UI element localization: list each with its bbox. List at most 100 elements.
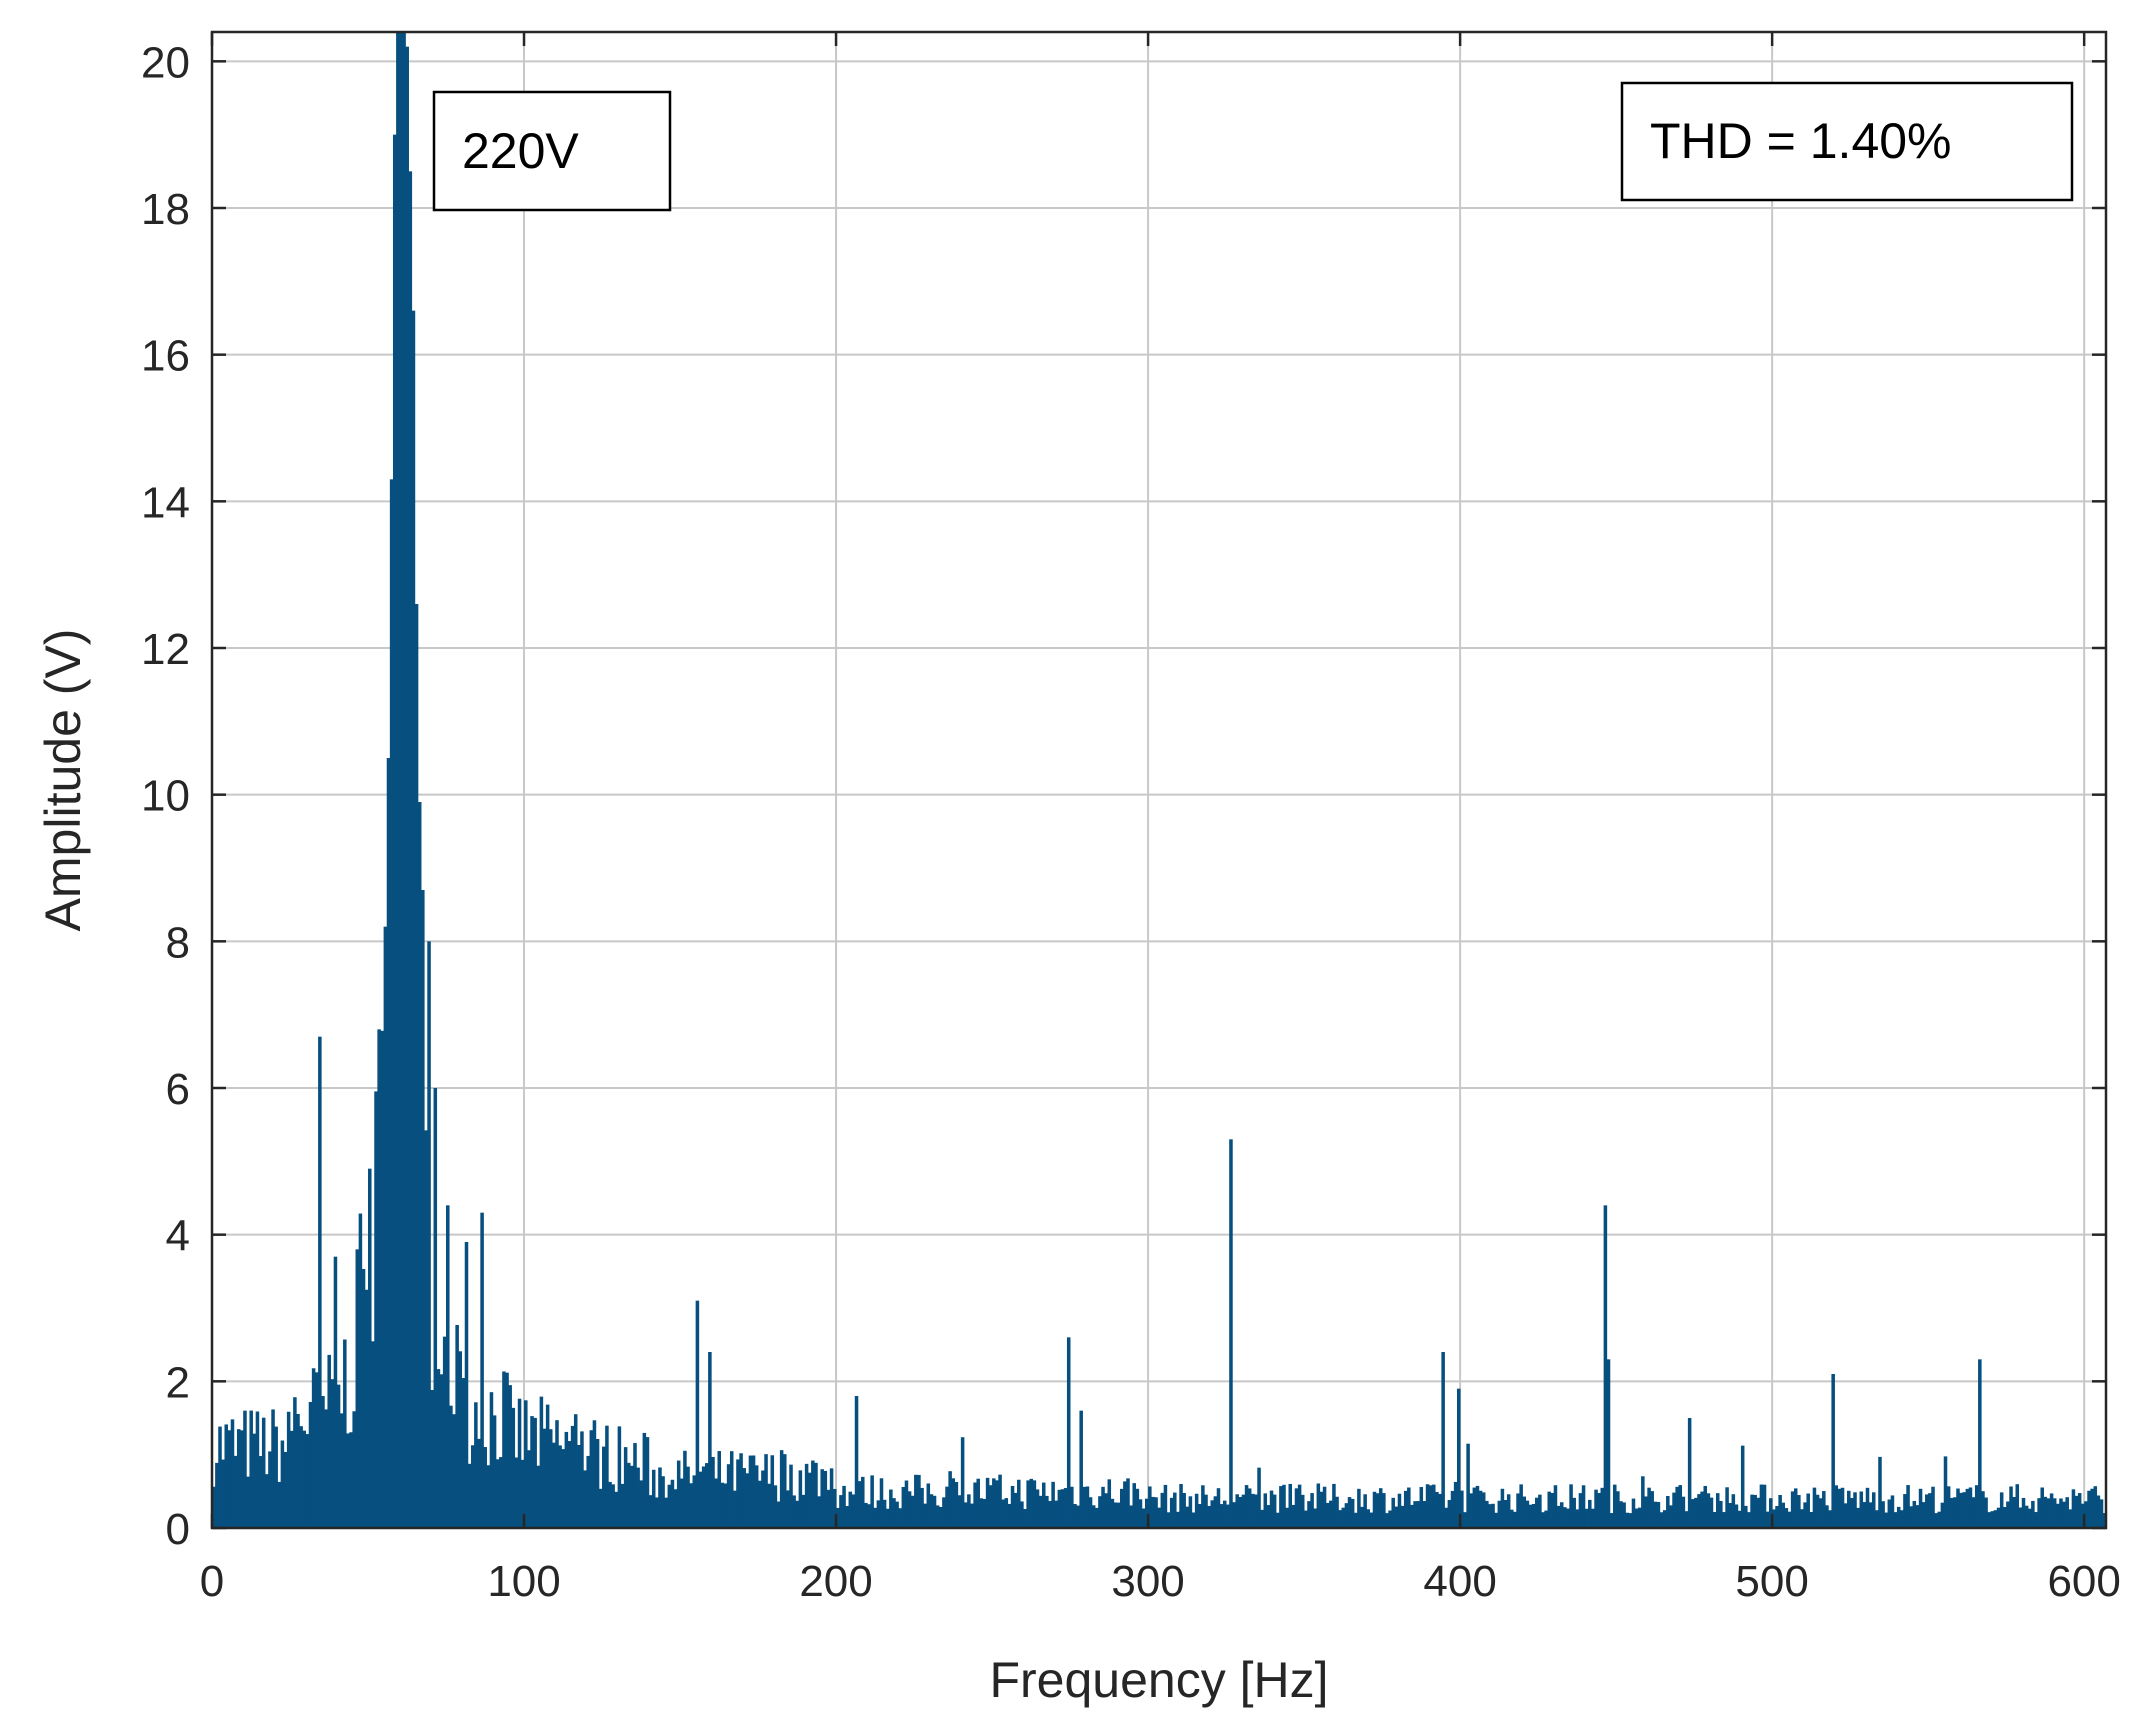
spectrum-bar — [1282, 1484, 1286, 1528]
spectrum-bar — [626, 1462, 631, 1528]
spectrum-bar — [392, 134, 397, 1529]
spectrum-bar — [1594, 1489, 1598, 1528]
spectrum-bar — [1815, 1494, 1820, 1528]
spectrum-bar — [1662, 1510, 1667, 1528]
spectrum-bar — [820, 1469, 824, 1528]
x-tick-labels: 0 100 200 300 400 500 600 — [200, 1557, 2121, 1606]
spectrum-bar — [2099, 1499, 2104, 1528]
spectrum-bar — [1226, 1504, 1230, 1528]
spectrum-bar — [542, 1428, 547, 1528]
spectrum-bar — [1257, 1467, 1261, 1528]
spectrum-bar — [327, 1354, 331, 1528]
spectrum-bar — [689, 1483, 693, 1528]
spectrum-bar — [1759, 1484, 1764, 1528]
spectrum-bar — [698, 1471, 703, 1528]
spectrum-bar — [939, 1506, 943, 1528]
spectrum-bar — [1943, 1456, 1948, 1528]
spectrum-bar — [1822, 1491, 1826, 1528]
spectrum-bar — [798, 1470, 803, 1528]
x-tick-label: 400 — [1423, 1557, 1496, 1606]
spectrum-bar — [1123, 1481, 1127, 1528]
spectrum-bar — [832, 1488, 837, 1528]
spectrum-bar — [836, 1507, 840, 1528]
spectrum-bar — [1684, 1511, 1689, 1528]
spectrum-bar — [1809, 1512, 1814, 1528]
spectrum-bar — [548, 1429, 553, 1528]
spectrum-bar — [1163, 1484, 1168, 1528]
spectrum-bar — [402, 32, 406, 1528]
spectrum-bar — [1491, 1503, 1495, 1528]
spectrum-bar — [670, 1479, 675, 1528]
spectrum-bar — [1254, 1494, 1258, 1528]
spectrum-bar — [1765, 1511, 1770, 1528]
spectrum-bar — [1987, 1512, 1991, 1528]
spectrum-bar — [1375, 1493, 1380, 1528]
spectrum-bar — [1678, 1485, 1683, 1528]
plot-frame — [210, 30, 2108, 1530]
spectrum-bar — [1007, 1503, 1012, 1528]
spectrum-bar — [1441, 1352, 1445, 1528]
spectrum-bar — [333, 1256, 338, 1528]
spectrum-bar — [1425, 1484, 1430, 1528]
spectrum-bar — [845, 1506, 849, 1528]
x-axis-label: Frequency [Hz] — [989, 1652, 1328, 1708]
spectrum-bar — [1157, 1507, 1161, 1528]
spectrum-bar — [801, 1494, 806, 1528]
spectrum-bar — [992, 1478, 996, 1528]
spectrum-bar — [589, 1430, 594, 1528]
spectrum-bar — [1151, 1496, 1155, 1528]
spectrum-bar — [474, 1402, 478, 1528]
spectrum-bar — [383, 926, 388, 1528]
spectrum-bar — [265, 1474, 269, 1528]
spectrum-bar — [1856, 1507, 1860, 1528]
spectrum-bar — [1931, 1486, 1935, 1528]
spectrum-bar — [452, 1414, 456, 1528]
spectrum-bar — [1937, 1511, 1942, 1528]
spectrum-bar — [1606, 1359, 1611, 1528]
spectrum-bar — [1644, 1496, 1648, 1528]
spectrum-bar — [252, 1433, 257, 1528]
spectrum-bar — [1110, 1498, 1115, 1528]
spectrum-bar — [1141, 1508, 1146, 1528]
spectrum-bar — [667, 1484, 672, 1528]
spectrum-bar — [1138, 1499, 1143, 1528]
spectrum-bar — [1341, 1507, 1346, 1528]
spectrum-bar — [561, 1449, 565, 1528]
spectrum-bar — [1934, 1513, 1938, 1528]
spectrum-bar — [1868, 1502, 1873, 1528]
spectrum-bar — [1347, 1497, 1352, 1528]
spectrum-bar — [1506, 1494, 1511, 1528]
spectrum-bar — [1818, 1498, 1823, 1528]
spectrum-bar — [907, 1491, 912, 1528]
spectrum-bar — [1478, 1490, 1483, 1528]
spectrum-bar — [1522, 1496, 1527, 1528]
spectrum-bar — [2046, 1498, 2051, 1528]
y-tick-label: 4 — [166, 1212, 190, 1261]
spectrum-bar — [1847, 1490, 1851, 1528]
spectrum-bar — [1731, 1494, 1736, 1528]
spectrum-bar — [1687, 1418, 1692, 1528]
spectrum-bar — [527, 1450, 531, 1528]
spectrum-bar — [1519, 1484, 1523, 1528]
spectrum-bar — [1244, 1485, 1249, 1528]
spectrum-bar — [545, 1404, 550, 1528]
spectrum-bar — [1191, 1512, 1196, 1528]
spectrum-bar — [879, 1478, 884, 1528]
spectrum-bar — [1294, 1488, 1299, 1528]
spectrum-bar — [1213, 1496, 1218, 1528]
spectrum-bar — [1734, 1504, 1739, 1528]
spectrum-bar — [552, 1442, 556, 1528]
spectrum-bar — [1597, 1493, 1601, 1528]
spectrum-bar — [1756, 1497, 1761, 1528]
spectrum-bar — [651, 1469, 656, 1528]
spectrum-bar — [414, 604, 419, 1528]
spectrum-bar — [461, 1378, 466, 1528]
spectrum-bar — [1634, 1508, 1639, 1528]
spectrum-bar — [1859, 1491, 1864, 1528]
spectrum-bar — [2015, 1484, 2020, 1528]
spectrum-bar — [789, 1464, 793, 1528]
ticks — [210, 32, 2106, 1530]
spectrum-bar — [1559, 1502, 1564, 1528]
spectrum-bar — [754, 1465, 759, 1528]
spectrum-bar — [502, 1371, 506, 1528]
